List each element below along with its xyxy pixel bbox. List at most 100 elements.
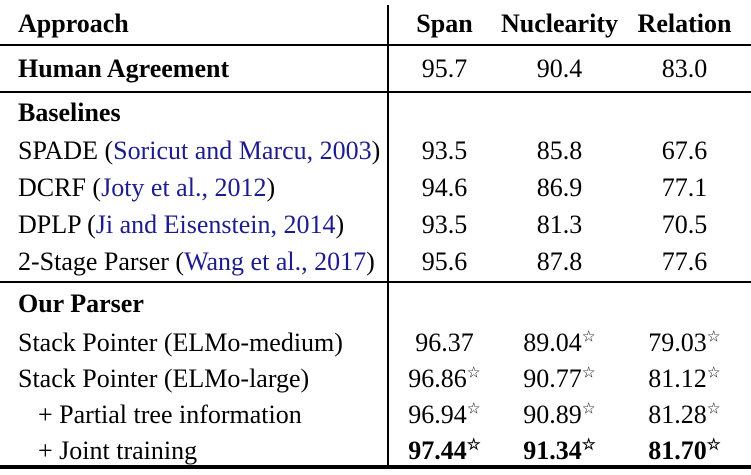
citation-link[interactable]: Wang et al., 2017 [184,247,367,277]
table-section: Human Agreement 95.7 90.4 83.0 [0,46,751,93]
significance-star-icon: ☆ [581,400,596,418]
col-header-approach: Approach [18,8,129,38]
metric-value: 93.5 [388,210,501,240]
section-header: Baselines [18,97,121,127]
table-row: DCRF (Joty et al., 2012) 94.6 86.9 77.1 [0,169,751,206]
metric-number: 81.3 [536,209,583,239]
row-label-text: Human Agreement [18,53,230,83]
table-row: DPLP (Ji and Eisenstein, 2014) 93.5 81.3 70… [0,206,751,243]
table-row: Human Agreement 95.7 90.4 83.0 [0,46,751,91]
section-header: Our Parser [18,288,144,318]
metric-value: 95.7 [388,54,501,84]
row-label-text: DCRF ( [18,172,102,202]
metric-value: 90.4 [501,54,618,84]
metric-value: 67.6 [618,136,751,166]
row-label: + Joint training [0,436,388,466]
metric-number: 90.77 [523,364,582,394]
table-body: Human Agreement 95.7 90.4 83.0 Baselines SPAD… [0,46,751,470]
table-row: + Joint training 97.44☆ 91.34☆ 81.70☆ [0,433,751,469]
row-label-text: + Joint training [38,436,198,466]
metric-number: 81.28 [648,400,707,430]
table-row: Stack Pointer (ELMo-large) 96.86☆ 90.77☆ 81… [0,361,751,397]
metric-value: 77.6 [618,247,751,277]
metric-number: 90.89 [523,400,582,430]
metric-number: 86.9 [536,172,583,202]
row-label-suffix: ) [266,172,276,202]
metric-number: 85.8 [536,135,583,165]
metric-value: 81.3 [501,210,618,240]
metric-value: 85.8 [501,136,618,166]
metric-number: 81.70 [648,436,707,466]
table-row: Stack Pointer (ELMo-medium) 96.37 89.04☆ 79… [0,325,751,361]
metric-value: 81.70☆ [618,436,751,466]
col-header-relation: Relation [637,8,732,38]
significance-star-icon: ☆ [581,328,596,346]
metric-number: 93.5 [421,209,468,239]
metric-number: 97.44 [408,436,467,466]
metric-value: 97.44☆ [388,436,501,466]
row-label-text: SPADE ( [18,135,114,165]
col-header-nuclearity: Nuclearity [501,8,618,38]
metric-value: 96.86☆ [388,364,501,394]
metric-value: 81.12☆ [618,364,751,394]
significance-star-icon: ☆ [706,400,721,418]
metric-value: 90.77☆ [501,364,618,394]
metric-value: 89.04☆ [501,328,618,358]
significance-star-icon: ☆ [581,364,596,382]
metric-value: 77.1 [618,173,751,203]
metric-number: 91.34 [523,436,582,466]
row-label-text: DPLP ( [18,209,96,239]
metric-value: 90.89☆ [501,400,618,430]
significance-star-icon: ☆ [581,436,596,454]
metric-number: 96.86 [408,364,467,394]
row-label-suffix: ) [371,135,381,165]
table-header-row: Approach Span Nuclearity Relation [0,3,751,46]
metric-number: 96.37 [415,327,474,357]
metric-number: 93.5 [421,135,468,165]
metric-number: 95.6 [421,247,468,277]
significance-star-icon: ☆ [706,436,721,454]
significance-star-icon: ☆ [466,364,481,382]
table-section: Our Parser Stack Pointer (ELMo-medium) 96.… [0,283,751,470]
citation-link[interactable]: Ji and Eisenstein, 2014 [95,209,336,239]
row-label-text: Stack Pointer (ELMo-medium) [18,327,343,357]
section-header-row: Our Parser [0,283,751,325]
citation-link[interactable]: Joty et al., 2012 [101,172,267,202]
metric-value: 83.0 [618,54,751,84]
row-label-suffix: ) [335,209,345,239]
metric-number: 96.94 [408,400,467,430]
significance-star-icon: ☆ [706,328,721,346]
metric-value: 79.03☆ [618,328,751,358]
significance-star-icon: ☆ [706,364,721,382]
citation-link[interactable]: Soricut and Marcu, 2003 [113,135,372,165]
metric-value: 96.94☆ [388,400,501,430]
metric-number: 90.4 [536,53,583,83]
table-row: + Partial tree information 96.94☆ 90.89☆ 81… [0,397,751,433]
row-label: 2-Stage Parser (Wang et al., 2017) [0,247,388,277]
metric-number: 94.6 [421,172,468,202]
row-label-suffix: ) [366,247,375,277]
metric-value: 95.6 [388,247,501,277]
metric-value: 86.9 [501,173,618,203]
metric-number: 67.6 [661,135,708,165]
significance-star-icon: ☆ [466,436,481,454]
row-label: Human Agreement [0,54,388,84]
row-label-text: Stack Pointer (ELMo-large) [18,364,310,394]
metric-value: 93.5 [388,136,501,166]
table-row: 2-Stage Parser (Wang et al., 2017) 95.6 87… [0,244,751,281]
metric-number: 70.5 [661,209,708,239]
metric-number: 79.03 [648,327,707,357]
row-label: + Partial tree information [0,400,388,430]
row-label: Stack Pointer (ELMo-large) [0,364,388,394]
metric-number: 89.04 [523,327,582,357]
column-divider-rule [387,5,389,465]
metric-value: 87.8 [501,247,618,277]
section-header-row: Baselines [0,93,751,132]
metric-number: 77.6 [661,247,708,277]
metric-number: 81.12 [648,364,707,394]
metric-value: 96.37 [388,328,501,358]
row-label-text: + Partial tree information [38,400,302,430]
table-row: SPADE (Soricut and Marcu, 2003) 93.5 85.8 6… [0,132,751,169]
bottom-rule [0,465,751,469]
metric-number: 87.8 [536,247,583,277]
